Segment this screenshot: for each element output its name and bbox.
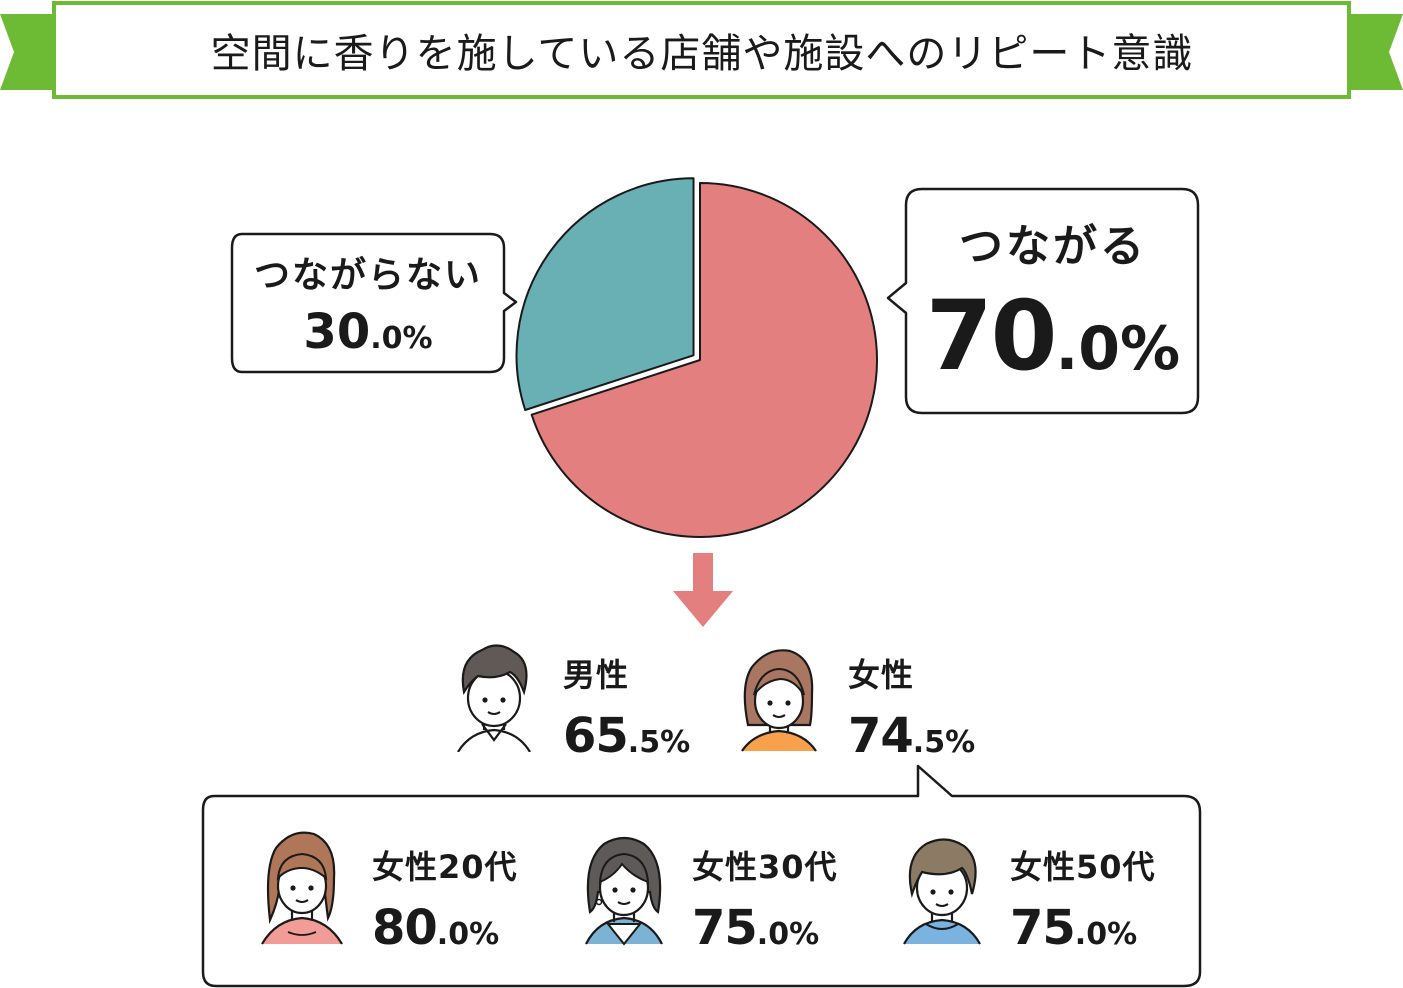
male-label: 男性: [563, 656, 630, 694]
woman-30s-stat: 女性30代 75.0%: [692, 842, 838, 956]
chart-title: 空間に香りを施している店舗や施設へのリピート意識: [210, 31, 1194, 77]
woman-20s-avatar-icon: [261, 831, 343, 945]
woman-20s-value: 80.0%: [372, 900, 500, 956]
woman-20s-stat: 女性20代 80.0%: [372, 842, 518, 956]
female-value: 74.5%: [848, 708, 976, 764]
pie-slice-connect: [530, 182, 878, 538]
male-value: 65.5%: [563, 708, 691, 764]
woman-50s-avatar-icon: [903, 838, 981, 945]
female-label: 女性: [848, 656, 915, 694]
pie-slice-not-connect: [515, 177, 695, 411]
callout-connect-box: [886, 187, 1200, 415]
callout-not-connect-box: [230, 232, 518, 374]
slice-value-not-connect: 30.0%: [303, 304, 433, 360]
slice-value-connect: 70.0%: [925, 280, 1181, 392]
down-arrow-icon: [673, 553, 733, 627]
male-stat: 男性 65.5%: [563, 650, 690, 764]
woman-50s-stat: 女性50代 75.0%: [1010, 842, 1156, 956]
title-banner: [0, 1, 1403, 99]
woman-20s-label: 女性20代: [372, 848, 518, 886]
callout-connect: つながる 70.0%: [906, 190, 1200, 412]
woman-50s-value: 75.0%: [1010, 900, 1138, 956]
female-stat: 女性 74.5%: [848, 650, 975, 764]
slice-label-connect: つながる: [959, 221, 1147, 272]
woman-avatar-icon: [741, 649, 817, 752]
woman-30s-label: 女性30代: [692, 848, 838, 886]
slice-label-not-connect: つながらない: [253, 255, 482, 296]
woman-30s-avatar-icon: [585, 836, 663, 946]
callout-not-connect: つながらない 30.0%: [232, 236, 504, 370]
woman-30s-value: 75.0%: [692, 900, 820, 956]
man-avatar-icon: [457, 644, 531, 752]
woman-50s-label: 女性50代: [1010, 848, 1156, 886]
